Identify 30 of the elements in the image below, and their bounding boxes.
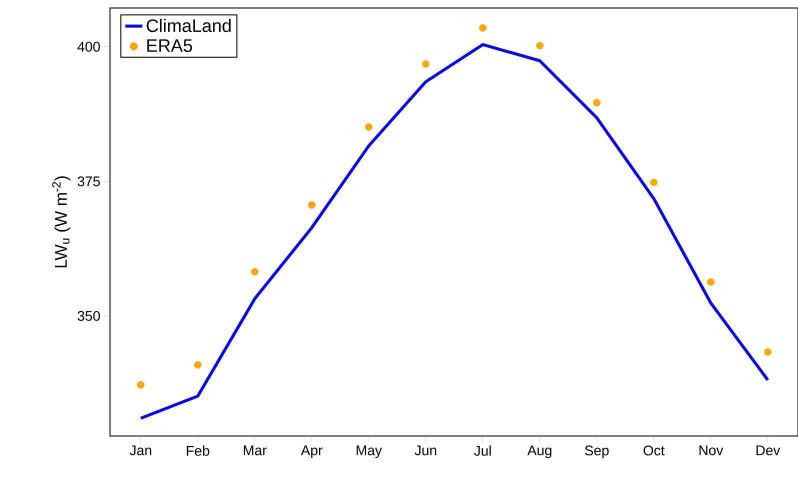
point [194,361,202,369]
point [707,278,714,286]
legend-label: ClimaLand [146,18,231,32]
y-tick-label: 375 [78,176,100,186]
point [422,60,430,68]
x-tick-label: Jan [130,446,152,456]
point [308,201,316,209]
point [251,268,258,276]
point [593,99,600,106]
x-tick-label: Dev [756,446,780,456]
x-tick-label: Jul [474,446,491,456]
x-tick-label: Feb [186,446,210,456]
x-tick-label: Nov [700,446,724,456]
point [479,24,486,32]
y-tick-label: 350 [78,310,100,321]
point [536,42,544,50]
x-tick-label: Oct [644,446,665,456]
x-tick-label: Sep [584,446,609,458]
point [365,123,372,131]
x-tick-label: Apr [300,446,322,458]
x-tick-label: Jun [414,446,436,456]
y-axis-title: LW$_{u}$ (W m$^{-2}$) [52,176,70,268]
point [764,348,772,356]
x-tick-label: Mar [244,446,267,456]
point [650,178,658,186]
x-tick-label: Aug [527,446,552,458]
y-tick-label: 400 [77,42,100,52]
legend-label: ERA5 [147,39,192,52]
x-tick-label: May [356,446,382,458]
point [137,381,144,389]
